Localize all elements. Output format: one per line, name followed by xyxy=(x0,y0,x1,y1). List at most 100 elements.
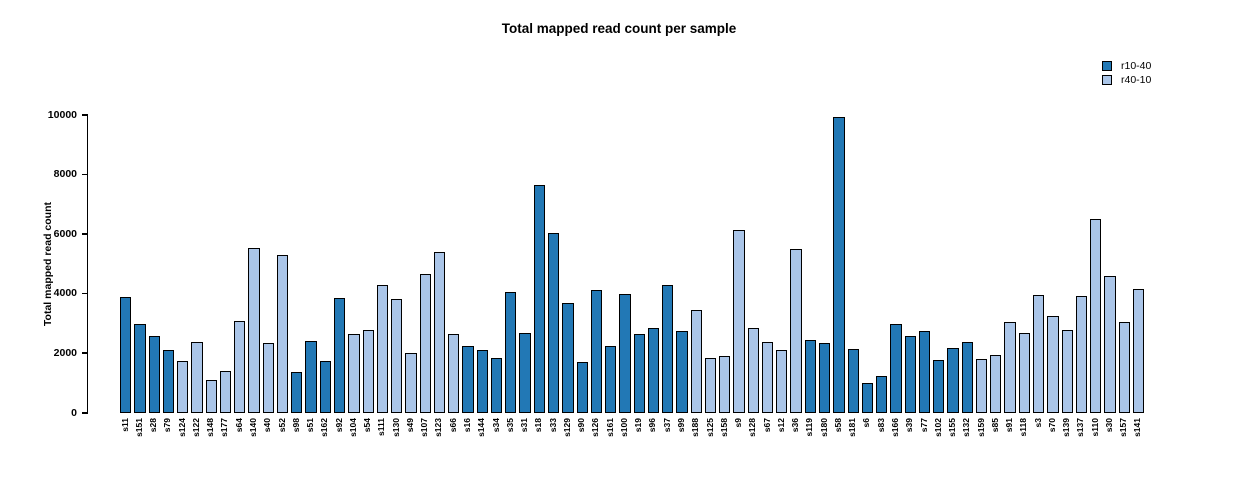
bar-s64 xyxy=(234,320,246,413)
x-tick-label: s91 xyxy=(1004,418,1015,433)
x-tick-slot: s177 xyxy=(219,418,230,437)
x-tick-slot: s52 xyxy=(276,418,287,437)
x-tick-label: s85 xyxy=(989,418,1000,433)
bar-s28 xyxy=(148,335,160,413)
bar-s110 xyxy=(1090,219,1102,413)
bar-s98 xyxy=(291,372,303,413)
x-tick-slot: s70 xyxy=(1046,418,1057,437)
x-tick-slot: s51 xyxy=(304,418,315,437)
x-tick-slot: s139 xyxy=(1061,418,1072,437)
x-tick-slot: s90 xyxy=(576,418,587,437)
y-tick-label: 6000 xyxy=(53,227,77,240)
x-tick-slot: s64 xyxy=(233,418,244,437)
bar-s66 xyxy=(448,334,460,413)
x-tick-slot: s107 xyxy=(419,418,430,437)
bar-s39 xyxy=(904,335,916,413)
bar-s100 xyxy=(619,293,631,413)
x-tick-label: s16 xyxy=(462,418,472,433)
bar-s157 xyxy=(1118,322,1130,413)
x-tick-label: s3 xyxy=(1032,418,1043,428)
x-tick-slot: s128 xyxy=(747,418,758,437)
x-tick-label: s118 xyxy=(1018,418,1029,437)
bar-s155 xyxy=(947,348,959,413)
x-tick-label: s35 xyxy=(504,418,515,433)
bar-s140 xyxy=(248,247,260,413)
x-tick-slot: s40 xyxy=(262,418,273,437)
bar-s70 xyxy=(1047,316,1059,413)
bar-s92 xyxy=(333,298,346,413)
bar-s85 xyxy=(990,354,1002,413)
x-tick-label: s77 xyxy=(918,418,929,433)
x-tick-label: s139 xyxy=(1061,418,1072,437)
x-tick-slot: s157 xyxy=(1118,418,1129,437)
bar-s141 xyxy=(1132,288,1145,413)
bar-s129 xyxy=(562,302,574,413)
bar-s51 xyxy=(305,340,317,413)
bar-s118 xyxy=(1018,332,1030,413)
x-tick-slot: s31 xyxy=(518,418,529,437)
x-tick-slot: s96 xyxy=(647,418,658,437)
x-tick-slot: s85 xyxy=(989,418,1000,437)
x-tick-slot: s162 xyxy=(319,418,330,437)
bar-s162 xyxy=(319,360,331,413)
x-tick-label: s66 xyxy=(447,418,458,433)
x-tick-label: s181 xyxy=(847,418,858,437)
x-tick-label: s111 xyxy=(376,418,387,436)
x-tick-slot: s77 xyxy=(918,418,929,437)
x-tick-label: s166 xyxy=(889,418,900,437)
bar-s102 xyxy=(933,360,945,413)
x-tick-label: s19 xyxy=(633,418,644,433)
x-tick-label: s162 xyxy=(319,418,330,437)
x-tick-slot: s129 xyxy=(561,418,572,437)
bar-s36 xyxy=(790,249,802,413)
x-tick-label: s12 xyxy=(775,418,786,433)
bar-s166 xyxy=(890,323,902,413)
bar-s181 xyxy=(847,348,859,413)
x-tick-slot: s36 xyxy=(789,418,800,437)
bar-s12 xyxy=(776,350,788,413)
legend-label-r40-10: r40-10 xyxy=(1121,74,1152,86)
x-tick-slot: s110 xyxy=(1089,418,1100,437)
bar-s37 xyxy=(662,284,674,413)
bar-s3 xyxy=(1033,295,1045,413)
bar-s104 xyxy=(348,334,360,413)
x-tick-label: s129 xyxy=(561,418,572,437)
x-tick-label: s128 xyxy=(747,418,758,437)
x-tick-label: s39 xyxy=(904,418,915,433)
x-tick-label: s11 xyxy=(119,418,130,432)
bars-container xyxy=(120,115,1145,413)
bar-s58 xyxy=(833,116,845,413)
x-tick-slot: s111 xyxy=(376,418,387,437)
x-tick-slot: s28 xyxy=(148,418,159,437)
x-tick-label: s79 xyxy=(162,418,173,433)
x-tick-label: s132 xyxy=(961,418,972,437)
bar-s144 xyxy=(476,350,488,413)
bar-s177 xyxy=(219,370,232,413)
x-tick-slot: s122 xyxy=(190,418,201,437)
bar-s124 xyxy=(177,360,189,413)
x-tick-slot: s58 xyxy=(832,418,843,437)
x-tick-slot: s49 xyxy=(404,418,415,437)
bar-s54 xyxy=(362,329,374,413)
x-tick-label: s83 xyxy=(875,418,886,433)
x-tick-slot: s6 xyxy=(861,418,872,437)
x-tick-slot: s166 xyxy=(889,418,900,437)
bar-s6 xyxy=(861,383,874,413)
x-tick-slot: s99 xyxy=(675,418,686,437)
x-tick-slot: s102 xyxy=(932,418,943,437)
bar-s123 xyxy=(433,252,446,413)
x-tick-slot: s126 xyxy=(590,418,601,437)
bar-s137 xyxy=(1075,296,1088,413)
y-tick-mark xyxy=(82,233,88,235)
x-tick-slot: s37 xyxy=(661,418,672,437)
x-tick-label: s102 xyxy=(932,418,943,437)
bar-s35 xyxy=(505,291,517,413)
x-tick-slot: s141 xyxy=(1132,418,1143,437)
x-tick-slot: s66 xyxy=(447,418,458,437)
x-axis-labels: s11 s151 s28 s79 s124 s122 s148 s177 s64 s140 s40 s… xyxy=(119,418,1143,437)
y-tick-label: 10000 xyxy=(47,108,77,121)
x-tick-slot: s132 xyxy=(961,418,972,437)
x-tick-label: s130 xyxy=(390,418,401,437)
x-tick-slot: s98 xyxy=(290,418,301,437)
